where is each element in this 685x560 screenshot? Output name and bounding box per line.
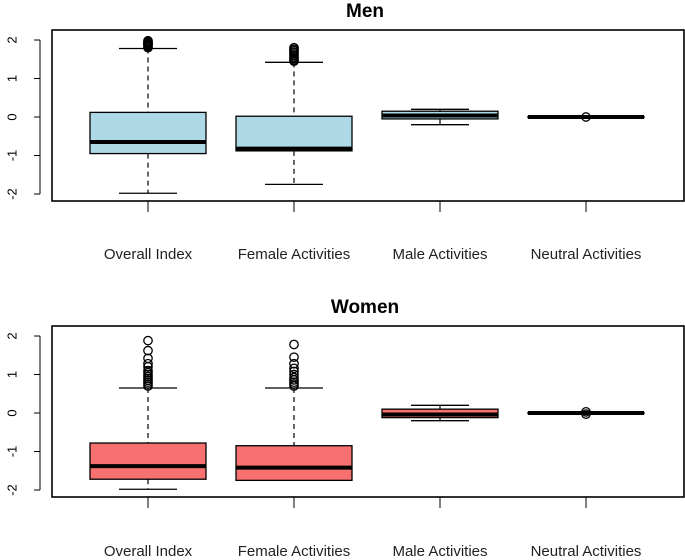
women-category-label: Male Activities — [392, 543, 487, 560]
outlier-point — [143, 365, 153, 376]
women-y-tick-label: -1 — [5, 446, 20, 458]
outlier-point — [289, 366, 299, 377]
women-y-axis: -2 -1 0 1 2 — [5, 332, 41, 496]
men-y-tick-label: 2 — [5, 36, 20, 43]
women-category-label: Overall Index — [104, 543, 193, 560]
women-y-tick-label: 1 — [5, 371, 20, 378]
iqr-box — [235, 115, 353, 152]
women-box-overall-index — [89, 335, 207, 490]
men-y-tick-label: -2 — [5, 188, 20, 200]
men-category-label: Neutral Activities — [531, 246, 642, 263]
women-category-label: Neutral Activities — [531, 543, 642, 560]
outlier-point — [289, 42, 299, 53]
iqr-box — [89, 442, 207, 480]
men-box-female-activities — [235, 42, 353, 186]
women-category-label: Female Activities — [238, 543, 351, 560]
iqr-box — [89, 111, 207, 155]
men-y-tick-label: -1 — [5, 150, 20, 162]
women-plot-frame — [51, 325, 685, 498]
men-box-male-activities — [381, 108, 499, 126]
women-panel-title: Women — [331, 297, 399, 318]
outlier-point — [143, 358, 153, 369]
women-x-axis: Overall Index Female Activities Male Activ… — [104, 497, 642, 560]
outlier-point — [289, 372, 299, 383]
outlier-point — [289, 363, 299, 374]
men-category-label: Female Activities — [238, 246, 351, 263]
outlier-point — [143, 345, 153, 356]
women-box-male-activities — [381, 404, 499, 422]
men-y-axis: -2 -1 0 1 2 — [5, 36, 41, 200]
men-box-overall-index — [89, 35, 207, 194]
men-category-label: Male Activities — [392, 246, 487, 263]
outlier-point — [289, 352, 299, 363]
outlier-point — [289, 358, 299, 369]
men-plot-marks — [89, 35, 645, 194]
outlier-point — [143, 353, 153, 364]
men-plot-frame — [51, 29, 685, 202]
outlier-point — [289, 369, 299, 380]
women-y-tick-label: 0 — [5, 409, 20, 416]
women-panel: Women -2 -1 0 1 2 Overall Index Female Activi… — [5, 297, 685, 560]
women-y-tick-label: -2 — [5, 484, 20, 496]
women-plot-marks — [89, 335, 645, 490]
men-panel-title: Men — [346, 1, 384, 22]
men-y-tick-label: 1 — [5, 75, 20, 82]
outlier-point — [581, 112, 591, 122]
iqr-box — [235, 445, 353, 482]
men-box-neutral-activities — [527, 112, 645, 122]
men-x-axis: Overall Index Female Activities Male Activ… — [104, 201, 642, 263]
men-panel: Men -2 -1 0 1 2 Overall Index Female Activiti… — [5, 1, 685, 263]
men-y-tick-label: 0 — [5, 113, 20, 120]
outlier-point — [143, 35, 153, 46]
women-box-neutral-activities — [527, 406, 645, 420]
men-category-label: Overall Index — [104, 246, 193, 263]
women-y-tick-label: 2 — [5, 332, 20, 339]
outlier-point — [581, 406, 591, 417]
women-box-female-activities — [235, 339, 353, 482]
outlier-point — [143, 335, 153, 346]
outlier-point — [289, 339, 299, 350]
